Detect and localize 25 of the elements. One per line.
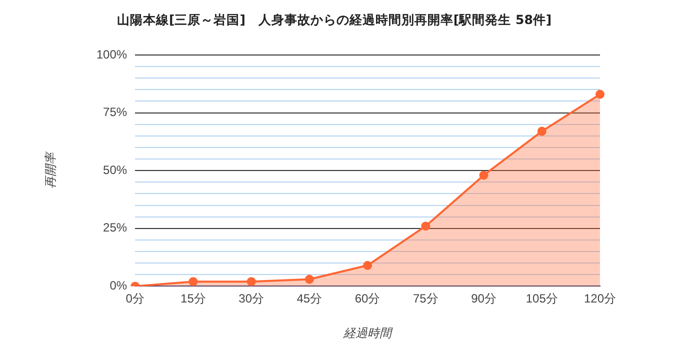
x-tick-label: 75分 [412,292,438,306]
x-tick-label: 60分 [354,292,380,306]
y-tick-label: 100% [96,47,128,62]
x-tick-label: 105分 [526,292,558,306]
y-tick-label: 0% [110,278,128,293]
point [596,90,604,99]
x-tick-label: 0分 [126,292,144,306]
point [537,126,546,136]
chart-title: 山陽本線[三原～岩国] 人身事故からの経過時間別再開率[駅間発生 58件] [117,12,552,29]
y-tick-label: 75% [103,105,128,120]
x-tick-label: 30分 [238,292,264,306]
x-tick-label: 90分 [471,292,496,306]
point [363,260,372,270]
x-tick-label: 45分 [296,292,322,306]
point [246,277,256,286]
point [304,274,314,284]
point [188,277,198,286]
point [479,170,488,180]
x-tick-label: 15分 [180,292,206,306]
point [421,222,430,231]
y-tick-label: 50% [103,162,128,177]
x-axis-title: 経過時間 [342,326,394,340]
x-tick-label: 120分 [584,292,616,306]
y-tick-label: 25% [103,220,128,235]
y-axis-title: 再開率 [44,150,58,189]
